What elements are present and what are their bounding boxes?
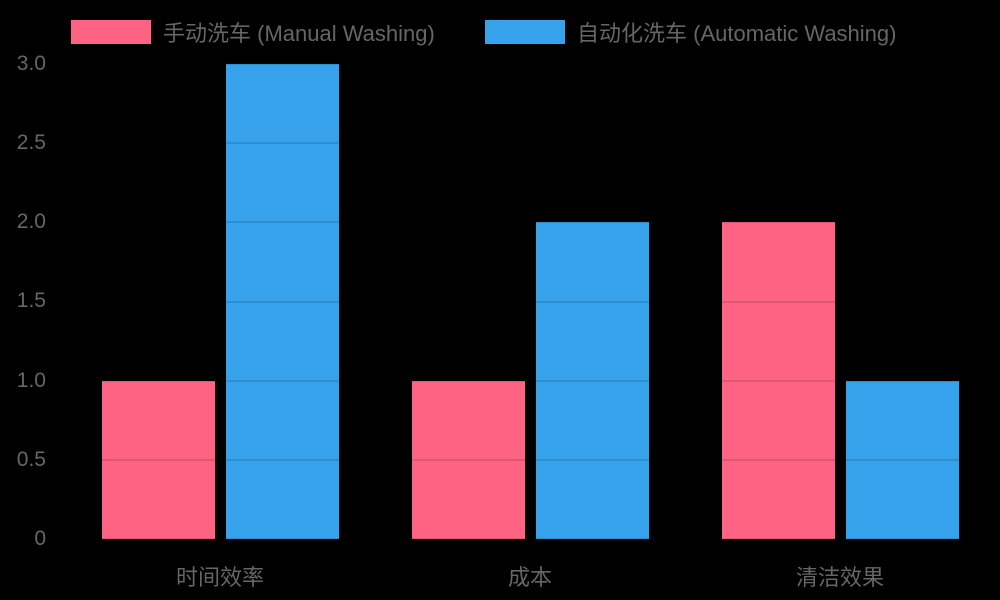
bar-automatic[interactable]: [846, 380, 959, 539]
y-tick: 0.5: [16, 448, 46, 471]
y-tick: 2.5: [16, 131, 46, 154]
legend-label-automatic: 自动化洗车 (Automatic Washing): [577, 21, 897, 46]
gridline: [56, 142, 1000, 145]
legend-label-manual: 手动洗车 (Manual Washing): [163, 21, 435, 46]
x-tick: 时间效率: [175, 565, 265, 590]
legend: 手动洗车 (Manual Washing) 自动化洗车 (Automatic W…: [0, 18, 1000, 46]
gridline: [56, 63, 1000, 65]
bar-manual[interactable]: [412, 380, 525, 539]
y-tick: 1.0: [16, 369, 46, 392]
x-tick: 清洁效果: [795, 565, 885, 590]
bar-automatic[interactable]: [536, 222, 649, 539]
bar-manual[interactable]: [722, 222, 835, 539]
legend-item-automatic[interactable]: 自动化洗车 (Automatic Washing): [485, 18, 896, 46]
y-tick: 0: [34, 527, 46, 550]
legend-item-manual[interactable]: 手动洗车 (Manual Washing): [71, 18, 435, 46]
y-tick: 2.0: [16, 210, 46, 233]
legend-swatch-manual: [71, 20, 151, 44]
legend-swatch-automatic: [485, 20, 565, 44]
gridline: [56, 300, 1000, 303]
gridline: [56, 221, 1000, 224]
gridline: [56, 458, 1000, 461]
bar-automatic[interactable]: [226, 64, 339, 539]
gridline: [56, 538, 1000, 540]
y-tick: 3.0: [16, 52, 46, 75]
y-tick: 1.5: [16, 289, 46, 312]
bar-manual[interactable]: [102, 380, 215, 539]
x-tick: 成本: [507, 565, 553, 590]
gridline: [56, 379, 1000, 382]
